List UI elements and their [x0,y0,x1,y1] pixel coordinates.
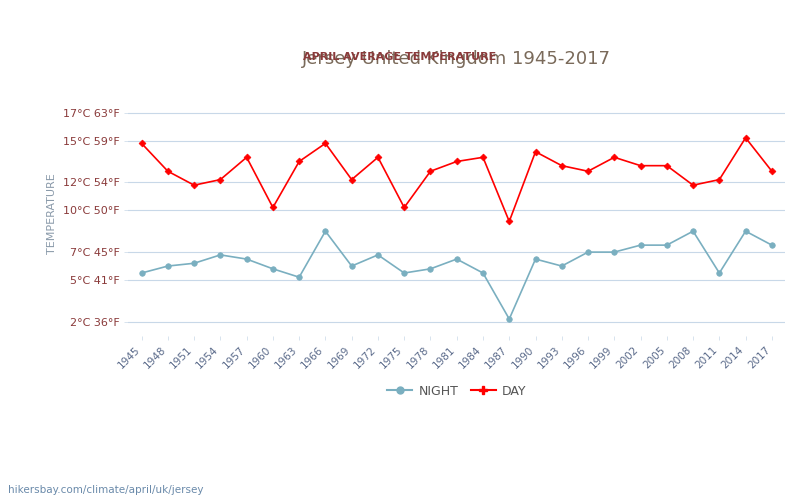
Legend: NIGHT, DAY: NIGHT, DAY [382,380,531,402]
Text: APRIL AVERAGE TEMPERATURE: APRIL AVERAGE TEMPERATURE [303,52,497,62]
Text: hikersbay.com/climate/april/uk/jersey: hikersbay.com/climate/april/uk/jersey [8,485,203,495]
Title: Jersey United Kingdom 1945-2017: Jersey United Kingdom 1945-2017 [302,50,611,68]
Y-axis label: TEMPERATURE: TEMPERATURE [47,174,57,254]
